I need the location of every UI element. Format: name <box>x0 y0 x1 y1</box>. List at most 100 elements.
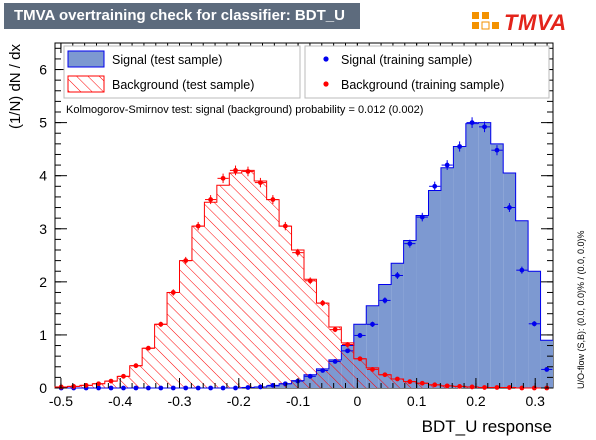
background-test-bar <box>254 181 267 388</box>
signal-test-bar <box>465 123 479 388</box>
background-test-bar <box>341 342 354 388</box>
signal-train-point <box>432 183 438 189</box>
signal-train-point <box>531 321 537 327</box>
signal-train-point <box>507 205 512 210</box>
background-test-histogram <box>54 169 553 389</box>
signal-train-point <box>357 333 363 338</box>
overflow-text: U/O-flow (S,B): (0.0, 0.0)% / (0.0, 0.0)… <box>576 230 586 389</box>
y-tick-label: 4 <box>39 168 47 184</box>
signal-test-bar <box>378 284 392 388</box>
background-test-bar <box>403 381 417 388</box>
background-test-bar <box>391 378 404 388</box>
background-train-point <box>220 175 226 181</box>
signal-test-bar <box>503 173 516 388</box>
x-tick-label: 0.1 <box>407 393 427 409</box>
signal-train-point <box>307 373 313 379</box>
background-train-point <box>345 342 350 347</box>
background-train-point <box>133 363 139 369</box>
legend-background-test-label: Background (test sample) <box>112 78 254 92</box>
signal-test-bar <box>540 340 553 388</box>
plot-title: TMVA overtraining check for classifier: … <box>4 3 360 29</box>
signal-train-point <box>183 385 189 391</box>
background-test-bar <box>353 358 367 388</box>
background-train-point <box>121 373 126 379</box>
legend-background-train-marker <box>323 81 329 87</box>
tmva-logo-icon <box>472 12 499 30</box>
background-train-point <box>370 367 375 372</box>
signal-train-point <box>345 348 350 354</box>
legend-signal-train-marker <box>323 56 329 62</box>
legend-background-test-swatch <box>67 75 105 93</box>
background-train-point <box>531 385 537 391</box>
background-test-bar <box>316 303 329 388</box>
background-test-bar <box>366 367 379 388</box>
signal-train-point <box>233 385 238 391</box>
legend-signal-test-label: Signal (test sample) <box>112 53 222 67</box>
signal-train-point <box>457 144 463 149</box>
legend-background-train-label: Background (training sample) <box>341 78 504 92</box>
background-train-point <box>469 384 475 390</box>
signal-test-bar <box>391 263 404 388</box>
signal-train-point <box>133 385 139 391</box>
signal-train-point <box>382 298 388 303</box>
background-train-point <box>507 385 512 390</box>
legend-box-right <box>304 45 550 99</box>
signal-train-point <box>208 385 214 391</box>
background-train-point <box>270 197 276 202</box>
signal-train-point <box>282 381 288 387</box>
signal-train-point <box>407 241 413 247</box>
ks-test-text: Kolmogorov-Smirnov test: signal (backgro… <box>66 104 423 116</box>
background-train-point <box>71 384 77 389</box>
signal-train-point <box>332 359 338 364</box>
background-test-bar <box>304 279 317 388</box>
y-tick-label: 1 <box>39 327 47 343</box>
signal-test-bar <box>490 143 504 388</box>
signal-train-point <box>482 124 487 130</box>
signal-train-point <box>108 385 114 391</box>
signal-train-point <box>394 273 400 278</box>
y-tick-label: 2 <box>39 274 47 290</box>
background-train-point <box>258 180 263 185</box>
background-test-bar <box>328 326 342 388</box>
background-test-bar <box>266 199 280 388</box>
y-tick-label: 6 <box>39 62 47 78</box>
background-train-point <box>320 300 326 306</box>
signal-train-point <box>494 147 500 153</box>
x-axis-label: BDT_U response <box>422 417 552 436</box>
signal-train-point <box>145 385 151 391</box>
signal-train-point <box>469 120 475 126</box>
background-train-point <box>295 250 301 256</box>
signal-train-point <box>444 162 450 168</box>
x-tick-label: 0.2 <box>466 393 486 409</box>
background-train-point <box>96 381 101 387</box>
tmva-logo-text: TMVA <box>504 10 567 35</box>
background-test-bar <box>117 376 130 388</box>
signal-train-point <box>220 385 226 391</box>
background-test-bar <box>291 250 304 388</box>
background-train-point <box>307 278 313 284</box>
signal-test-bar <box>428 190 441 388</box>
background-train-point <box>158 321 164 327</box>
background-train-point <box>407 379 413 385</box>
background-test-bar <box>167 292 180 388</box>
background-train-point <box>494 385 500 390</box>
y-tick-label: 0 <box>39 380 47 396</box>
background-test-bar <box>154 324 168 388</box>
y-tick-label: 5 <box>39 115 47 131</box>
background-test-bar <box>216 185 230 388</box>
background-train-point <box>382 372 388 378</box>
x-tick-label: -0.2 <box>227 393 251 409</box>
signal-train-point <box>370 321 375 327</box>
signal-train-point <box>320 368 326 373</box>
y-axis-label: (1/N) dN / dx <box>7 44 24 130</box>
signal-training-markers <box>55 117 553 391</box>
background-train-point <box>170 290 176 295</box>
y-tick-label: 3 <box>39 221 47 237</box>
background-train-point <box>208 197 214 202</box>
background-test-bar <box>229 173 242 388</box>
background-test-bar <box>104 381 118 388</box>
signal-test-histogram <box>55 122 553 389</box>
background-train-point <box>432 382 438 388</box>
background-train-point <box>195 223 201 229</box>
